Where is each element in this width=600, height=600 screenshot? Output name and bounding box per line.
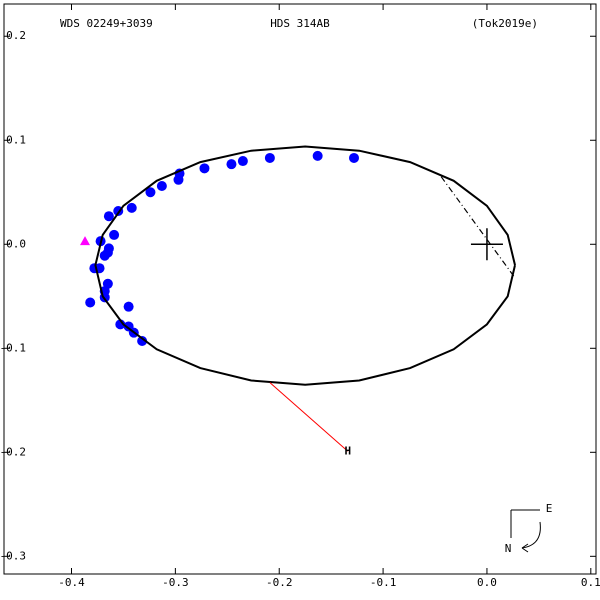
observation-point: [349, 152, 360, 163]
observation-point: [264, 152, 275, 163]
series-line: [269, 382, 349, 452]
y-tick-label: -0.3: [0, 549, 26, 562]
observation-point: [312, 150, 323, 161]
x-tick-label: -0.3: [162, 576, 189, 589]
triangle-marker: [80, 236, 91, 246]
x-tick-label: 0.0: [477, 576, 497, 589]
observation-point: [103, 211, 114, 222]
series-line: [440, 176, 515, 277]
plot-frame: [3, 3, 597, 575]
series-line: [94, 145, 516, 386]
observation-point: [85, 297, 96, 308]
compass: E N: [505, 502, 553, 555]
compass-e: E: [546, 502, 553, 515]
observation-point: [126, 202, 137, 213]
observation-point: [99, 250, 110, 261]
compass-arc: [521, 521, 541, 549]
observation-point: [237, 156, 248, 167]
header-center: HDS 314AB: [270, 17, 330, 30]
y-tick-label: 0.2: [6, 29, 26, 42]
observation-point: [123, 301, 134, 312]
observation-point: [156, 181, 167, 192]
annotation: H: [344, 444, 351, 457]
header-right: (Tok2019e): [472, 17, 538, 30]
y-tick-label: 0.1: [6, 133, 26, 146]
header-left: WDS 02249+3039: [60, 17, 153, 30]
observation-point: [137, 336, 148, 347]
primary-cross: [470, 228, 503, 261]
observation-point: [115, 319, 126, 330]
x-tick-label: -0.1: [370, 576, 397, 589]
observation-point: [226, 159, 237, 170]
x-tick-label: -0.4: [58, 576, 85, 589]
observation-point: [109, 229, 120, 240]
y-tick-label: 0.0: [6, 237, 26, 250]
compass-n: N: [505, 542, 512, 555]
y-tick-label: -0.2: [0, 445, 26, 458]
x-tick-label: -0.2: [266, 576, 293, 589]
observation-point: [199, 163, 210, 174]
compass-arrowhead: [521, 543, 529, 553]
observation-point: [173, 174, 184, 185]
y-tick-label: -0.1: [0, 341, 26, 354]
observation-point: [145, 187, 156, 198]
x-tick-label: 0.1: [581, 576, 600, 589]
